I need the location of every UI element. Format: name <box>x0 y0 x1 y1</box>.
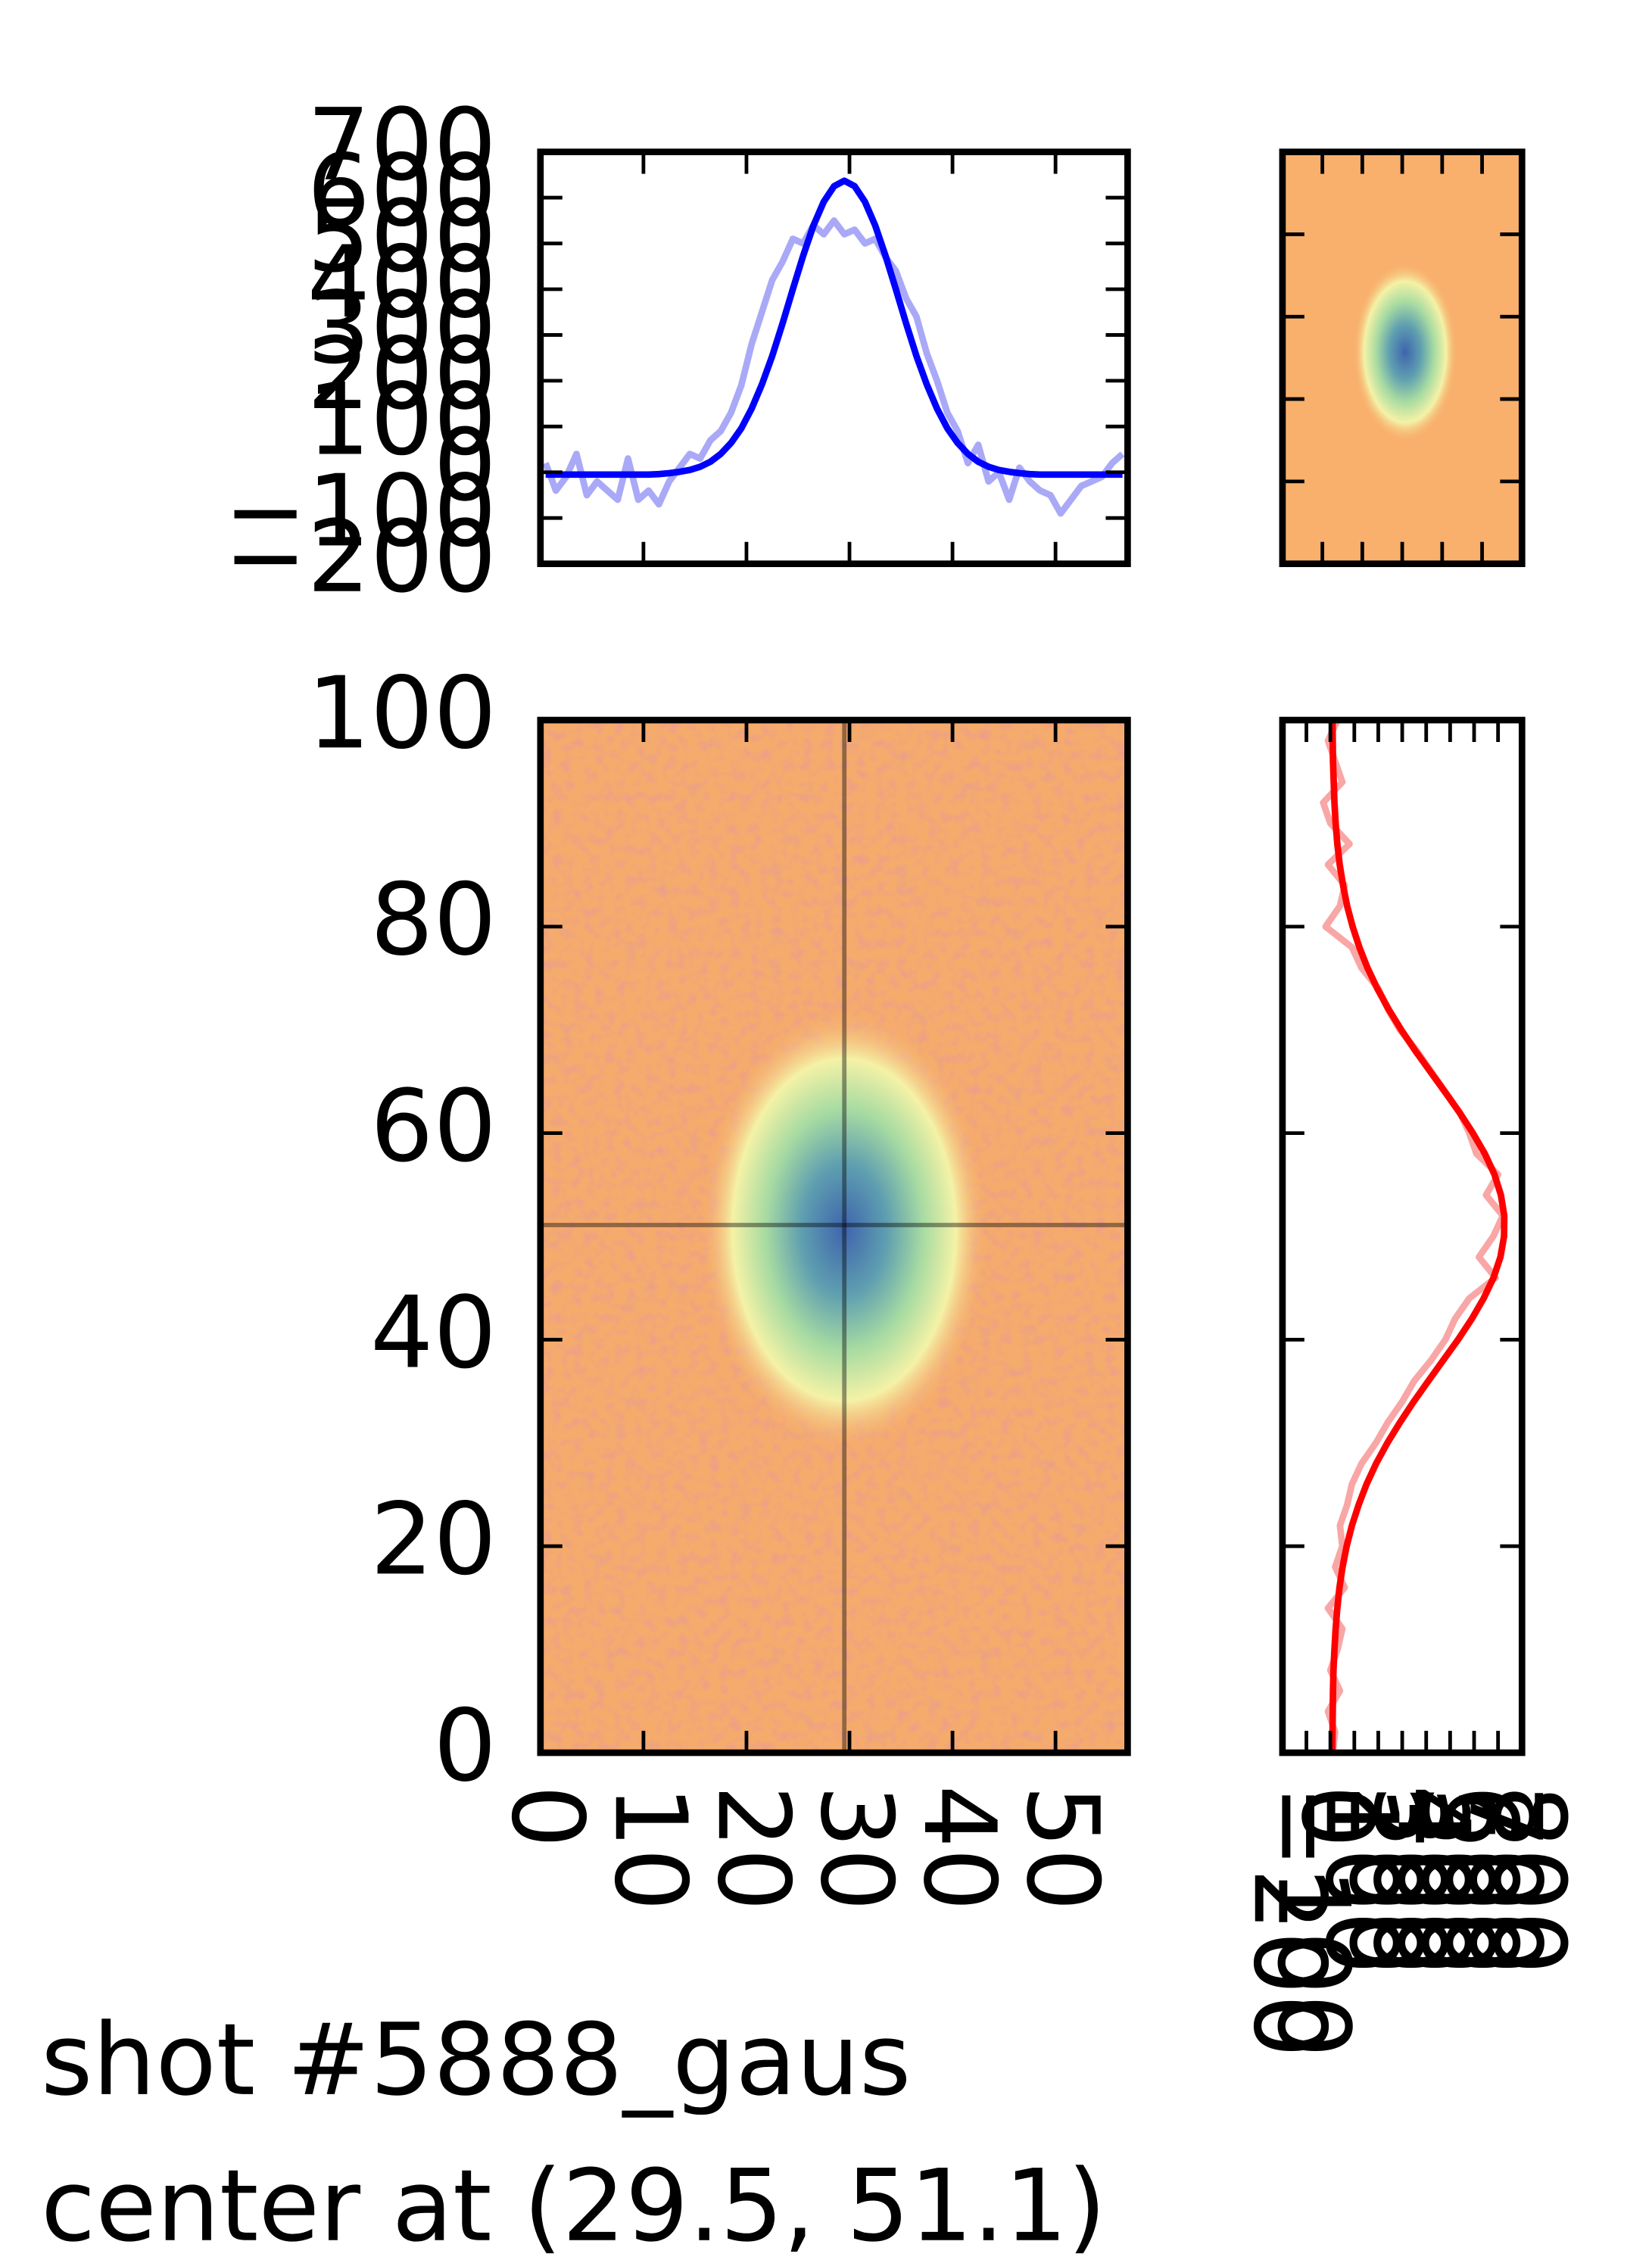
image-area <box>540 720 1128 1753</box>
fit-ticks <box>1282 151 1523 564</box>
annotation: center at (29.5, 51.1) <box>41 2148 1106 2260</box>
y-tick-label: 60 <box>370 1068 497 1184</box>
y-tick-label: 100 <box>307 361 497 477</box>
y-tick-label: −200 <box>224 499 497 615</box>
profile-line <box>542 217 1125 517</box>
x-tick-label: 300 <box>1351 1785 1467 1974</box>
fit-blob <box>1352 261 1458 443</box>
y-tick-label: 500 <box>307 179 497 295</box>
y-tick-label: 20 <box>370 1481 497 1597</box>
fit-image <box>1282 151 1523 564</box>
x-tick-label: 0 <box>490 1785 606 1847</box>
image-blob <box>701 1010 988 1449</box>
y-tick-label: 300 <box>307 270 497 386</box>
y-tick-label: 80 <box>370 862 497 977</box>
y-tick-label: 0 <box>433 407 496 523</box>
x-tick-label: 30 <box>799 1785 915 1911</box>
y-tick-label: 200 <box>307 316 497 432</box>
y-tick-label: 0 <box>433 1688 496 1803</box>
axes-frame <box>1279 148 1526 567</box>
y-tick-label: 40 <box>370 1275 497 1391</box>
x-tick-label: 800 <box>1471 1785 1587 1974</box>
x-tick-label: 600 <box>1423 1785 1539 1974</box>
x-tick-label: 500 <box>1399 1785 1515 1974</box>
x-tick-label: 200 <box>1327 1785 1443 1974</box>
y-tick-label: 400 <box>307 224 497 340</box>
x-tick-label: 400 <box>1376 1785 1491 1974</box>
x-tick-label: −100 <box>1255 1785 1371 2057</box>
annotation: shot #5888_gaus <box>41 2002 911 2118</box>
x-tick-label: 100 <box>1304 1785 1420 1974</box>
x-tick-label: 50 <box>1005 1785 1121 1911</box>
y-tick-label: 100 <box>307 655 497 771</box>
profile-line <box>1320 719 1507 1753</box>
axes-frame <box>537 716 1131 1757</box>
axes-frame <box>537 148 1131 567</box>
x-tick-label: 40 <box>902 1785 1018 1911</box>
x-tick-label: 20 <box>696 1785 812 1911</box>
x-tick-label: 10 <box>593 1785 709 1911</box>
profile-line <box>1329 720 1508 1753</box>
y-tick-label: 700 <box>307 87 497 203</box>
y-tick-label: 600 <box>307 132 497 248</box>
x-tick-label: 700 <box>1448 1785 1563 1974</box>
axes-frame <box>1279 716 1526 1757</box>
x-tick-label: −200 <box>1232 1785 1348 2057</box>
profile-line <box>545 177 1123 478</box>
x-tick-label: 0 <box>1280 1785 1395 1847</box>
y-tick-label: −100 <box>224 453 497 569</box>
